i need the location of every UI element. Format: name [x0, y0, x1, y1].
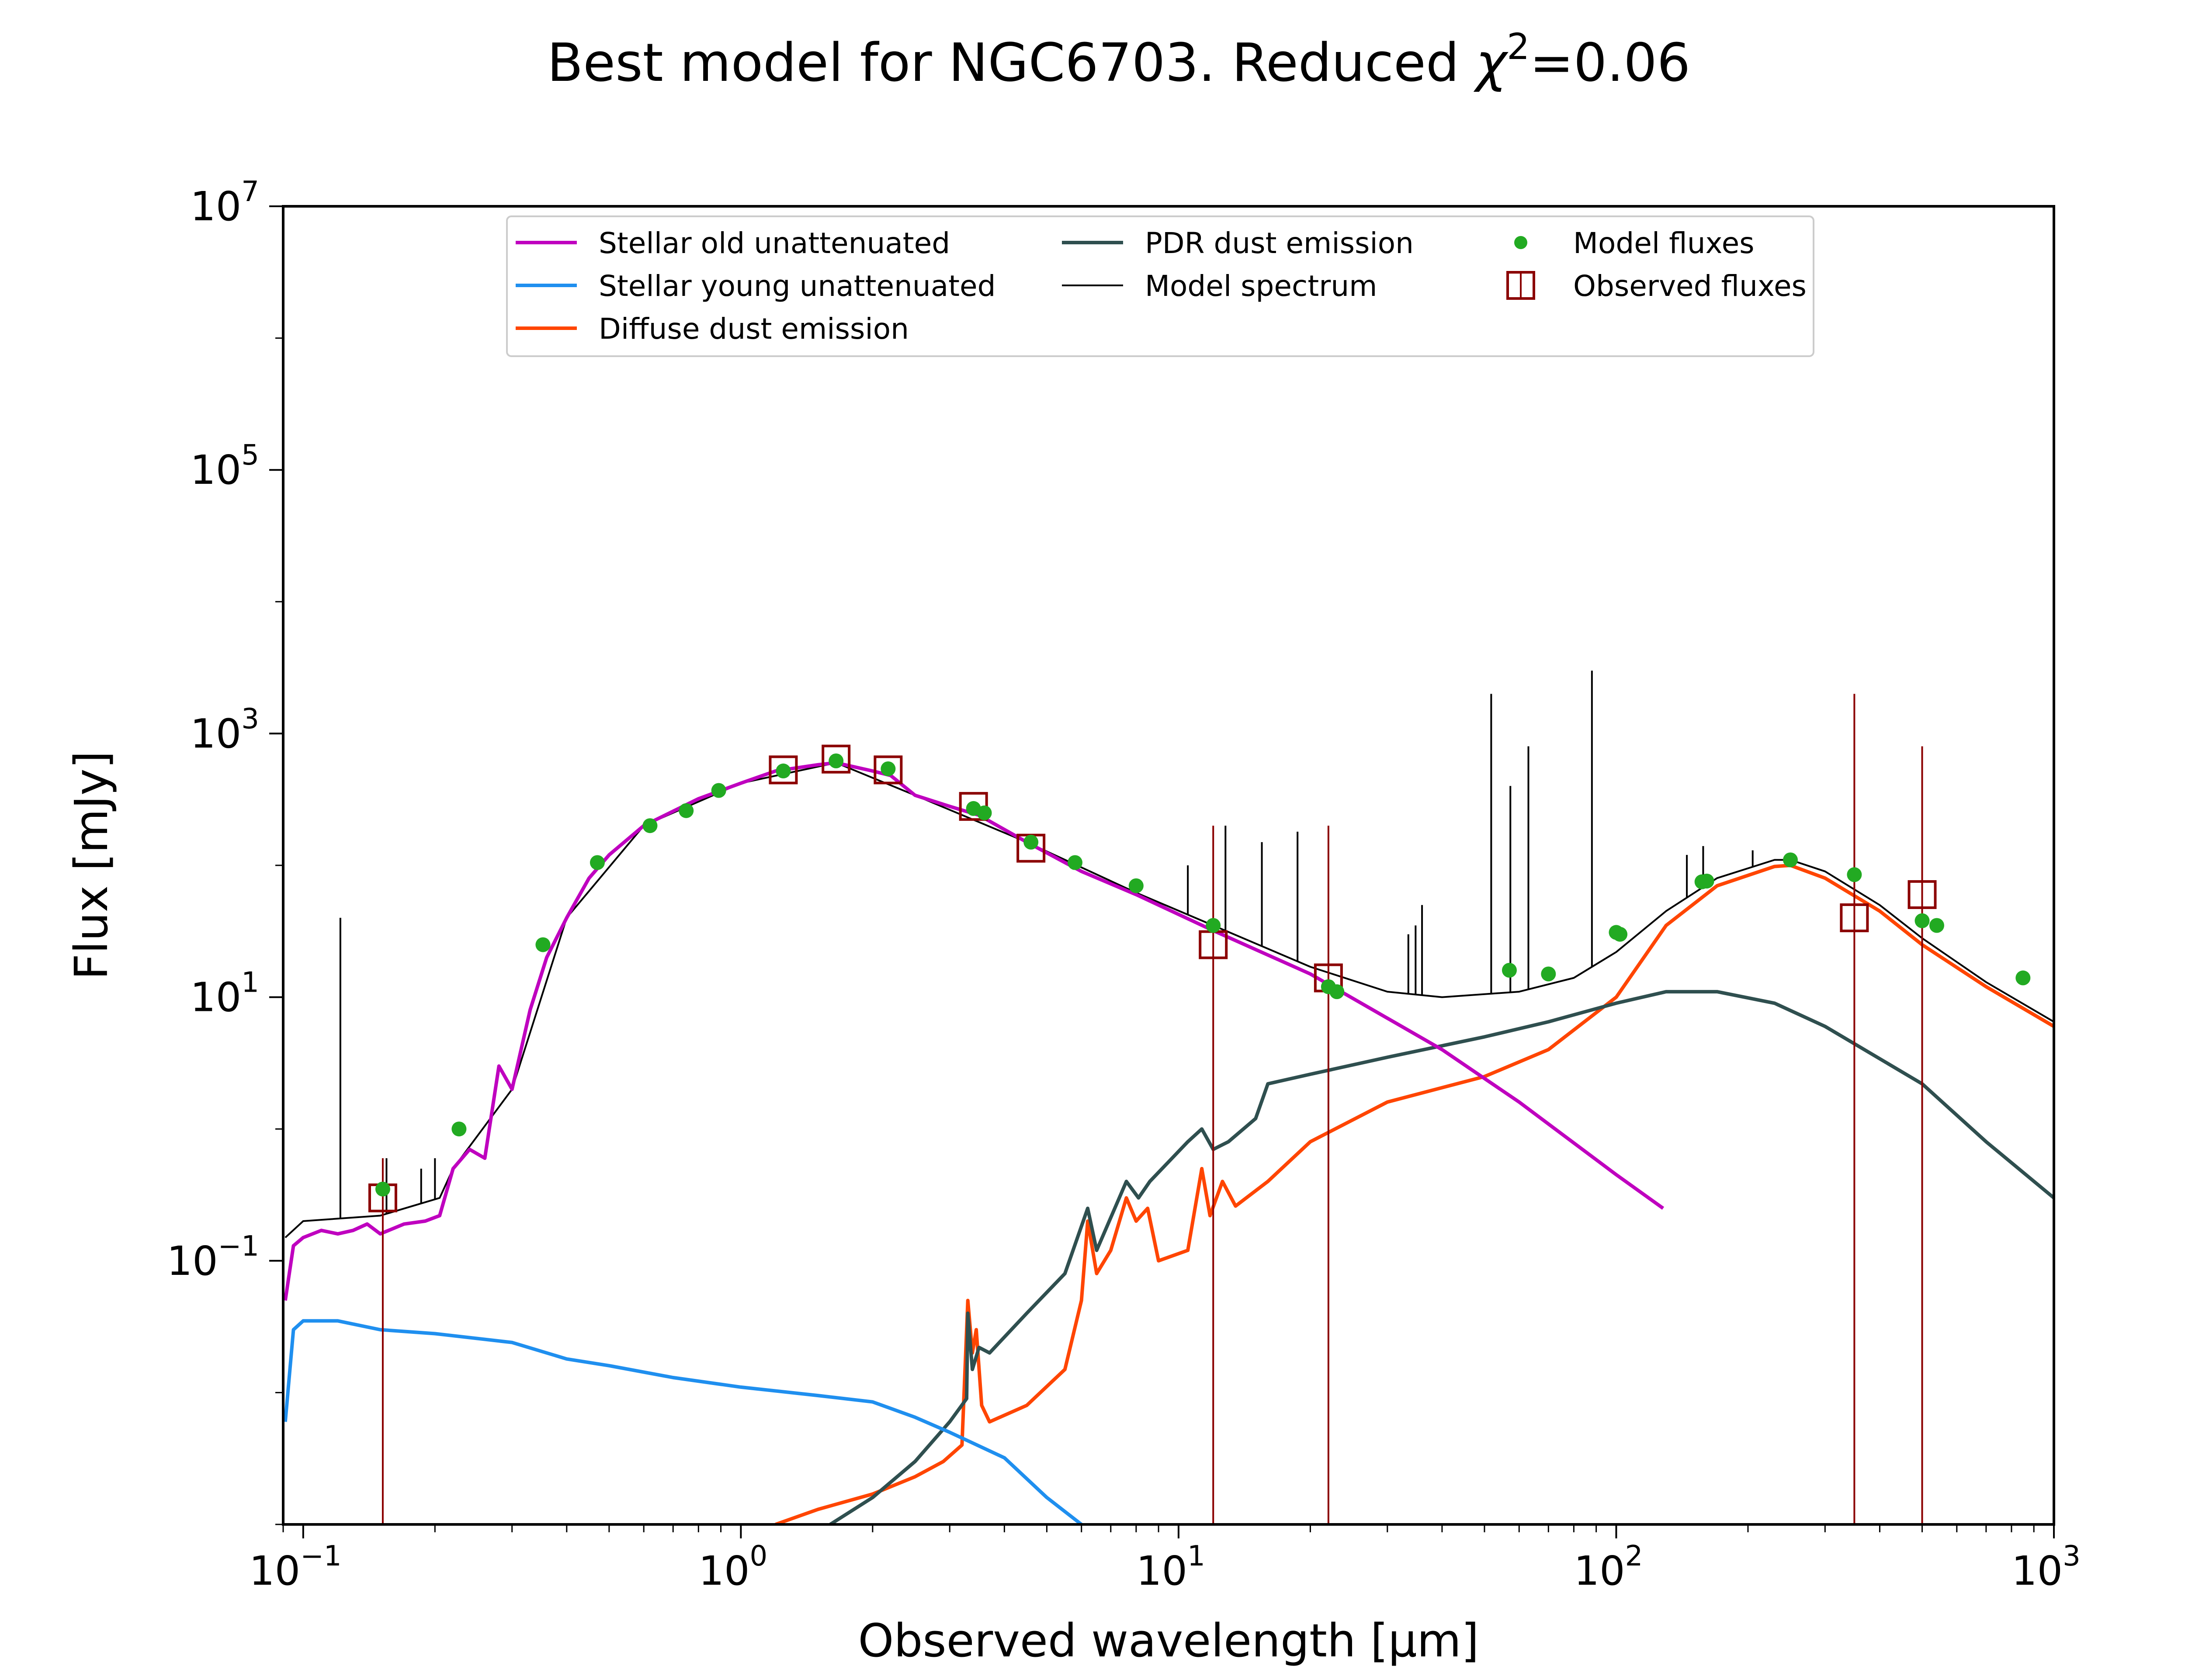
x-tick-label: 102 [1574, 1540, 1643, 1594]
plot-layer [283, 670, 2054, 1524]
legend-label: Stellar old unattenuated [599, 226, 950, 260]
legend-item-pdr-dust-emission: PDR dust emission [1062, 226, 1414, 260]
y-tick-exponent: 1 [241, 967, 259, 999]
model-flux-point [375, 1181, 390, 1197]
x-tick-base: 10 [2012, 1548, 2063, 1594]
title-exponent: 2 [1507, 26, 1530, 68]
series-stellar-old-unattenuated [283, 761, 1665, 1301]
model-flux-point [977, 805, 992, 820]
series-line [829, 990, 2054, 1524]
legend-item-stellar-old-unattenuated: Stellar old unattenuated [516, 226, 950, 260]
y-tick-base: 10 [190, 974, 241, 1021]
y-tick-label: 10−1 [167, 1230, 259, 1284]
legend-item-model-spectrum: Model spectrum [1062, 269, 1377, 303]
series-model-spectrum [284, 670, 2054, 1239]
model-flux-point [535, 937, 551, 952]
legend-label: Model spectrum [1145, 269, 1377, 303]
observed-flux-point [874, 755, 903, 784]
model-flux-point [776, 764, 791, 779]
series-stellar-young-unattenuated [283, 1319, 1083, 1524]
y-tick-label: 101 [190, 967, 259, 1021]
y-tick-exponent: 5 [241, 439, 259, 472]
model-flux-point [711, 783, 726, 798]
y-tick-base: 10 [167, 1238, 218, 1284]
model-flux-point [1783, 852, 1798, 868]
series-model-fluxes [375, 753, 2031, 1197]
x-tick-exponent: 2 [1625, 1540, 1643, 1572]
title-suffix: =0.06 [1530, 33, 1690, 94]
y-tick-exponent: −1 [218, 1230, 259, 1263]
x-tick-base: 10 [1136, 1548, 1187, 1594]
legend-label: Stellar young unattenuated [599, 269, 996, 303]
model-flux-point [1914, 913, 1930, 928]
y-tick-label: 103 [190, 703, 259, 757]
observed-flux-point [822, 744, 851, 774]
x-tick-label: 103 [2012, 1540, 2081, 1594]
legend-label: PDR dust emission [1145, 226, 1414, 260]
legend-label: Observed fluxes [1573, 269, 1807, 303]
model-flux-point [1847, 867, 1862, 882]
x-tick-exponent: −1 [300, 1540, 341, 1572]
x-axis-label: Observed wavelength [μm] [858, 1614, 1479, 1667]
model-flux-point [1067, 855, 1082, 870]
y-axis-label: Flux [mJy] [65, 751, 118, 980]
legend-item-model-fluxes: Model fluxes [1514, 226, 1755, 260]
chart-title: Best model for NGC6703. Reduced χ2=0.06 [547, 26, 1690, 94]
model-flux-point [2015, 970, 2031, 986]
model-flux-point [1206, 918, 1221, 933]
x-tick-base: 10 [1574, 1548, 1625, 1594]
observed-flux-point [1840, 903, 1869, 933]
model-flux-point [881, 761, 896, 777]
model-flux-point [642, 818, 658, 833]
model-flux-point [1929, 918, 1944, 933]
axes-layer: 10−1 100 101 102 10310−1101103105107Observed… [65, 176, 2081, 1667]
x-tick-exponent: 3 [2063, 1540, 2081, 1572]
x-tick-base: 10 [698, 1548, 749, 1594]
model-flux-point [590, 855, 605, 870]
legend-item-observed-fluxes: Observed fluxes [1506, 269, 1807, 303]
y-tick-exponent: 3 [241, 703, 259, 735]
series-line [283, 761, 1665, 1301]
observed-flux-point [1908, 880, 1937, 909]
model-flux-point [451, 1121, 467, 1137]
model-flux-point [1613, 927, 1628, 942]
legend-box [506, 215, 1814, 357]
model-flux-point [1128, 878, 1144, 893]
legend-item-diffuse-dust-emission: Diffuse dust emission [516, 312, 909, 346]
y-tick-base: 10 [190, 447, 241, 493]
model-flux-point [1502, 963, 1517, 978]
legend-label: Diffuse dust emission [599, 312, 909, 346]
x-tick-label: 100 [698, 1540, 767, 1594]
y-tick-base: 10 [190, 710, 241, 757]
legend-dot-swatch [1514, 236, 1527, 249]
model-flux-point [679, 803, 694, 818]
model-flux-point [1329, 984, 1345, 1000]
x-tick-label: 101 [1136, 1540, 1205, 1594]
y-tick-label: 105 [190, 439, 259, 493]
legend-label: Model fluxes [1573, 226, 1755, 260]
model-flux-point [1699, 873, 1714, 889]
x-tick-exponent: 0 [750, 1540, 768, 1572]
series-line [283, 1319, 1083, 1524]
x-tick-exponent: 1 [1187, 1540, 1205, 1572]
observed-flux-point [769, 755, 798, 784]
model-flux-point [1541, 966, 1556, 982]
model-flux-point [829, 753, 844, 769]
y-tick-exponent: 7 [241, 176, 259, 208]
title-prefix: Best model for NGC6703. Reduced [547, 33, 1476, 94]
model-flux-point [1023, 834, 1039, 850]
x-tick-base: 10 [249, 1548, 300, 1594]
x-tick-label: 10−1 [249, 1540, 341, 1594]
title-chi-symbol: χ [1473, 33, 1509, 94]
legend: Stellar old unattenuated Stellar young un… [506, 215, 1814, 357]
y-tick-label: 107 [190, 176, 259, 230]
legend-item-stellar-young-unattenuated: Stellar young unattenuated [516, 269, 996, 303]
series-pdr-dust-emission [829, 990, 2054, 1524]
y-tick-base: 10 [190, 183, 241, 230]
